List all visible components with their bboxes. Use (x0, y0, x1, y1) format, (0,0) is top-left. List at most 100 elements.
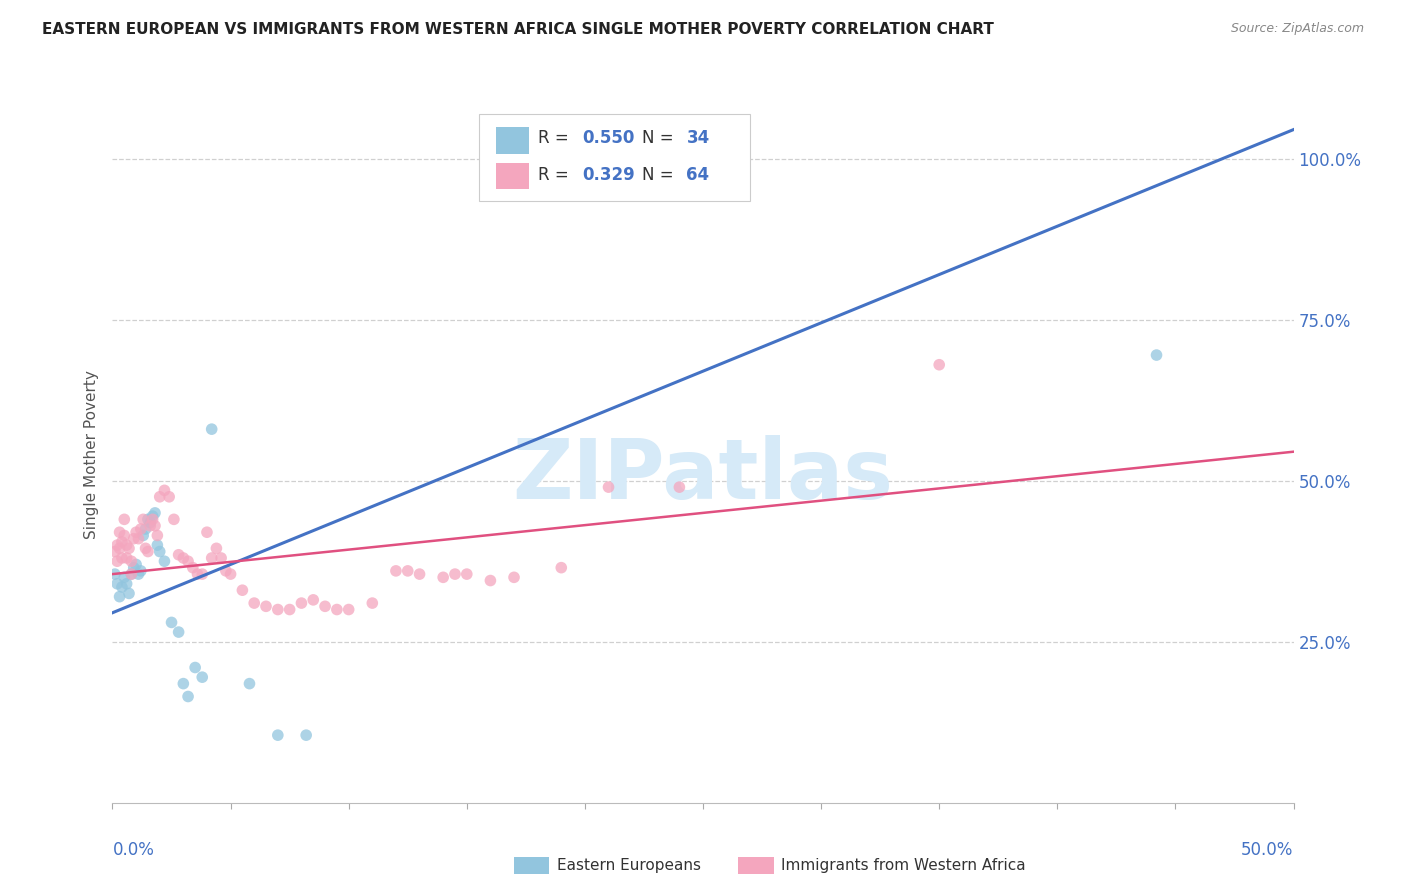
Text: N =: N = (641, 129, 679, 147)
Point (456, 567, 478, 582)
Point (177, 690, 200, 704)
Point (172, 551, 194, 566)
Point (118, 586, 141, 600)
Point (153, 554, 176, 568)
Point (118, 541, 141, 556)
Point (143, 506, 166, 520)
FancyBboxPatch shape (478, 114, 751, 201)
Point (115, 551, 138, 566)
Point (104, 567, 127, 582)
Point (136, 544, 159, 558)
Point (215, 564, 238, 578)
Point (295, 728, 318, 742)
Point (172, 676, 194, 690)
Point (104, 544, 127, 558)
Point (125, 525, 148, 540)
Point (112, 570, 135, 584)
Bar (496, 128, 530, 153)
Point (326, 602, 349, 616)
Point (201, 551, 224, 566)
Point (108, 541, 131, 556)
Bar (496, 162, 530, 189)
Point (209, 551, 232, 566)
Point (267, 602, 290, 616)
Point (105, 576, 128, 591)
Point (201, 422, 224, 436)
Point (361, 596, 384, 610)
Point (668, 480, 690, 494)
Point (167, 625, 190, 640)
Point (149, 490, 172, 504)
Point (444, 567, 467, 582)
Point (139, 516, 162, 530)
Text: 0.329: 0.329 (582, 166, 636, 184)
Point (267, 728, 290, 742)
Point (120, 567, 142, 582)
Point (142, 509, 165, 524)
Point (129, 522, 152, 536)
Point (163, 512, 186, 526)
Point (598, 480, 620, 494)
Point (160, 615, 183, 630)
Point (143, 518, 166, 533)
Point (205, 541, 228, 556)
Point (105, 538, 128, 552)
Point (191, 567, 214, 582)
Bar (515, 857, 550, 874)
Text: N =: N = (641, 166, 679, 184)
Text: Source: ZipAtlas.com: Source: ZipAtlas.com (1230, 22, 1364, 36)
Point (337, 602, 360, 616)
Point (149, 544, 172, 558)
Point (136, 512, 159, 526)
Text: 34: 34 (686, 129, 710, 147)
Point (1146, 348, 1168, 362)
Point (254, 599, 277, 614)
Point (184, 660, 207, 674)
Bar (738, 857, 773, 874)
Point (105, 554, 128, 568)
Point (108, 525, 131, 540)
Point (108, 590, 131, 604)
Point (122, 532, 145, 546)
Point (479, 574, 502, 588)
Point (115, 576, 138, 591)
Point (238, 676, 260, 690)
Point (191, 670, 214, 684)
Point (157, 490, 180, 504)
Y-axis label: Single Mother Poverty: Single Mother Poverty (84, 370, 100, 540)
Point (503, 570, 526, 584)
Point (111, 534, 134, 549)
Text: 50.0%: 50.0% (1241, 841, 1294, 859)
Point (195, 525, 218, 540)
Point (153, 483, 176, 498)
Point (111, 580, 134, 594)
Text: Immigrants from Western Africa: Immigrants from Western Africa (780, 858, 1025, 873)
Text: EASTERN EUROPEAN VS IMMIGRANTS FROM WESTERN AFRICA SINGLE MOTHER POVERTY CORRELA: EASTERN EUROPEAN VS IMMIGRANTS FROM WEST… (42, 22, 994, 37)
Point (111, 551, 134, 566)
Point (125, 558, 148, 572)
Point (132, 528, 155, 542)
Text: R =: R = (537, 166, 574, 184)
Point (112, 512, 135, 526)
Point (127, 532, 149, 546)
Point (186, 567, 208, 582)
Point (112, 528, 135, 542)
Point (474, 152, 496, 166)
Point (290, 596, 312, 610)
Point (928, 358, 950, 372)
Text: 0.550: 0.550 (582, 129, 636, 147)
Text: ZIPatlas: ZIPatlas (513, 435, 893, 516)
Point (132, 512, 155, 526)
Point (385, 564, 408, 578)
Point (129, 564, 152, 578)
Point (127, 567, 149, 582)
Point (181, 560, 204, 574)
Point (177, 554, 200, 568)
Point (115, 538, 138, 552)
Point (408, 567, 430, 582)
Point (120, 554, 142, 568)
Point (135, 522, 157, 536)
Point (396, 564, 419, 578)
Point (139, 518, 162, 533)
Text: Eastern Europeans: Eastern Europeans (557, 858, 700, 873)
